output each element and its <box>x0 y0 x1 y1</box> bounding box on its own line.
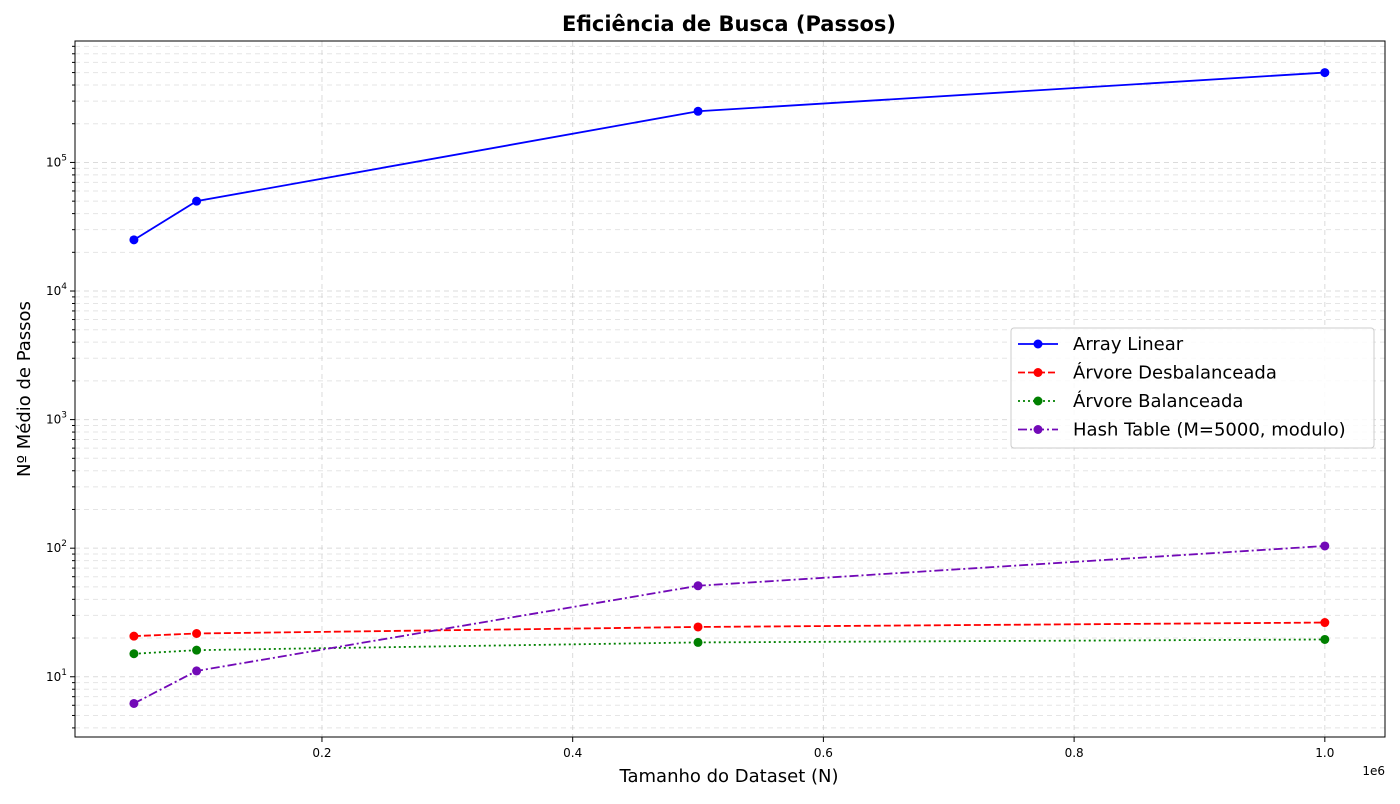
legend-label: Hash Table (M=5000, modulo) <box>1073 420 1346 441</box>
legend-item: Array Linear <box>1018 334 1184 355</box>
series-2 <box>129 618 1330 641</box>
legend: Array Linear Árvore Desbalanceada Árvore B… <box>1010 327 1375 449</box>
legend-marker <box>1033 368 1043 377</box>
x-tick-label: 0.8 <box>1065 746 1084 760</box>
x-axis-label: Tamanho do Dataset (N) <box>618 766 838 787</box>
legend-label: Árvore Balanceada <box>1073 390 1243 412</box>
legend-item: Hash Table (M=5000, modulo) <box>1018 420 1346 441</box>
data-point <box>192 666 202 676</box>
x-tick-label: 0.6 <box>814 746 833 760</box>
series-3 <box>129 634 1330 659</box>
data-point <box>129 631 139 641</box>
series-line <box>133 545 1325 705</box>
data-point <box>693 622 703 632</box>
series-layer <box>129 68 1330 708</box>
legend-label: Array Linear <box>1073 334 1184 355</box>
legend-box <box>1010 327 1375 449</box>
data-point <box>1320 541 1330 551</box>
data-point <box>1320 618 1330 628</box>
x-axis-scale-factor: 1e6 <box>1362 764 1385 778</box>
chart-title: Eficiência de Busca (Passos) <box>562 12 896 36</box>
plot-area-frame <box>74 40 1386 738</box>
data-point <box>693 581 703 591</box>
grid-lines <box>75 41 1385 737</box>
y-tick-label: 101 <box>46 668 67 684</box>
series-line <box>133 621 1325 638</box>
y-tick-label: 105 <box>46 153 67 169</box>
legend-label: Árvore Desbalanceada <box>1073 362 1277 384</box>
data-point <box>129 235 139 245</box>
data-point <box>693 637 703 647</box>
data-point <box>1320 68 1330 78</box>
data-point <box>693 106 703 116</box>
data-point <box>192 196 202 206</box>
data-point <box>129 649 139 659</box>
legend-item: Árvore Desbalanceada <box>1018 362 1277 384</box>
data-point <box>1320 634 1330 644</box>
legend-marker <box>1033 339 1043 349</box>
data-point <box>192 645 202 655</box>
x-tick-label: 0.4 <box>563 746 582 760</box>
data-point <box>129 698 139 708</box>
legend-item: Árvore Balanceada <box>1018 390 1243 412</box>
series-line <box>133 638 1325 655</box>
legend-marker <box>1033 425 1043 434</box>
data-point <box>192 628 202 638</box>
y-tick-label: 103 <box>46 411 67 427</box>
y-axis-label: Nº Médio de Passos <box>14 301 35 477</box>
axis-ticks: 0.2 0.4 0.6 0.8 1.0 101 102 103 104 105 <box>46 45 1334 760</box>
y-tick-label: 102 <box>46 539 67 555</box>
series-4 <box>129 541 1330 708</box>
series-line <box>133 71 1325 241</box>
y-tick-label: 104 <box>46 282 67 298</box>
legend-marker <box>1033 396 1043 406</box>
x-tick-label: 1.0 <box>1315 746 1334 760</box>
x-tick-label: 0.2 <box>312 746 331 760</box>
series-1 <box>129 68 1330 245</box>
